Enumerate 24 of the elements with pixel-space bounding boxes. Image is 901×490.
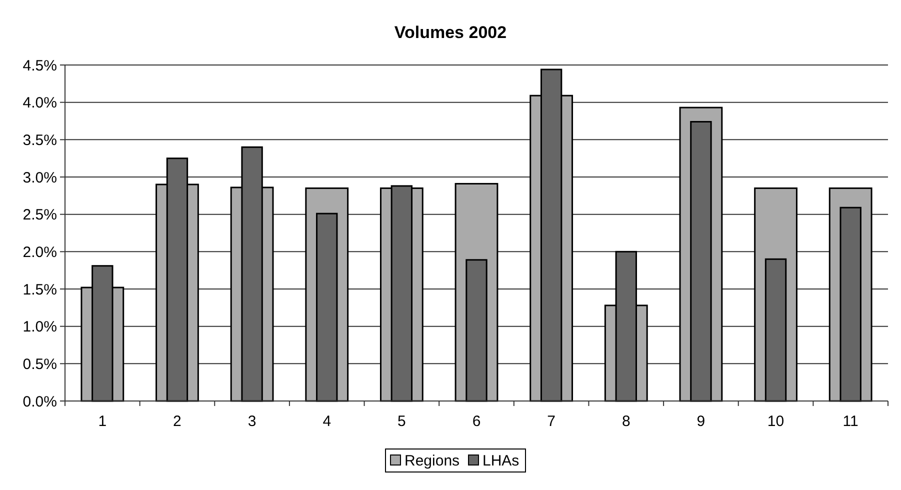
x-tick-label: 11 [842,413,858,430]
x-tick-label: 9 [696,413,706,430]
legend-label: LHAs [482,452,520,470]
y-tick-label: 3.0% [22,169,57,186]
x-tick-label: 10 [767,413,784,430]
x-tick-label: 8 [622,413,630,430]
x-tick-label: 2 [173,413,182,430]
x-tick-label: 4 [322,413,332,430]
x-tick-label: 1 [98,413,107,430]
x-tick-label: 3 [248,413,256,430]
y-tick-label: 1.0% [22,318,57,336]
x-tick-label: 6 [472,413,481,430]
y-tick-label: 2.5% [22,206,57,224]
y-tick-label: 4.0% [22,94,57,112]
y-tick-label: 3.5% [22,132,57,149]
y-tick-label: 1.5% [22,281,57,298]
y-tick-label: 2.0% [22,244,57,261]
legend-label: Regions [404,452,460,470]
chart-title: Volumes 2002 [394,23,507,42]
y-tick-label: 0.0% [22,393,57,410]
y-tick-label: 0.5% [22,356,57,373]
y-tick-label: 4.5% [22,57,57,74]
x-tick-label: 5 [398,413,406,430]
x-tick-label: 7 [547,413,556,430]
